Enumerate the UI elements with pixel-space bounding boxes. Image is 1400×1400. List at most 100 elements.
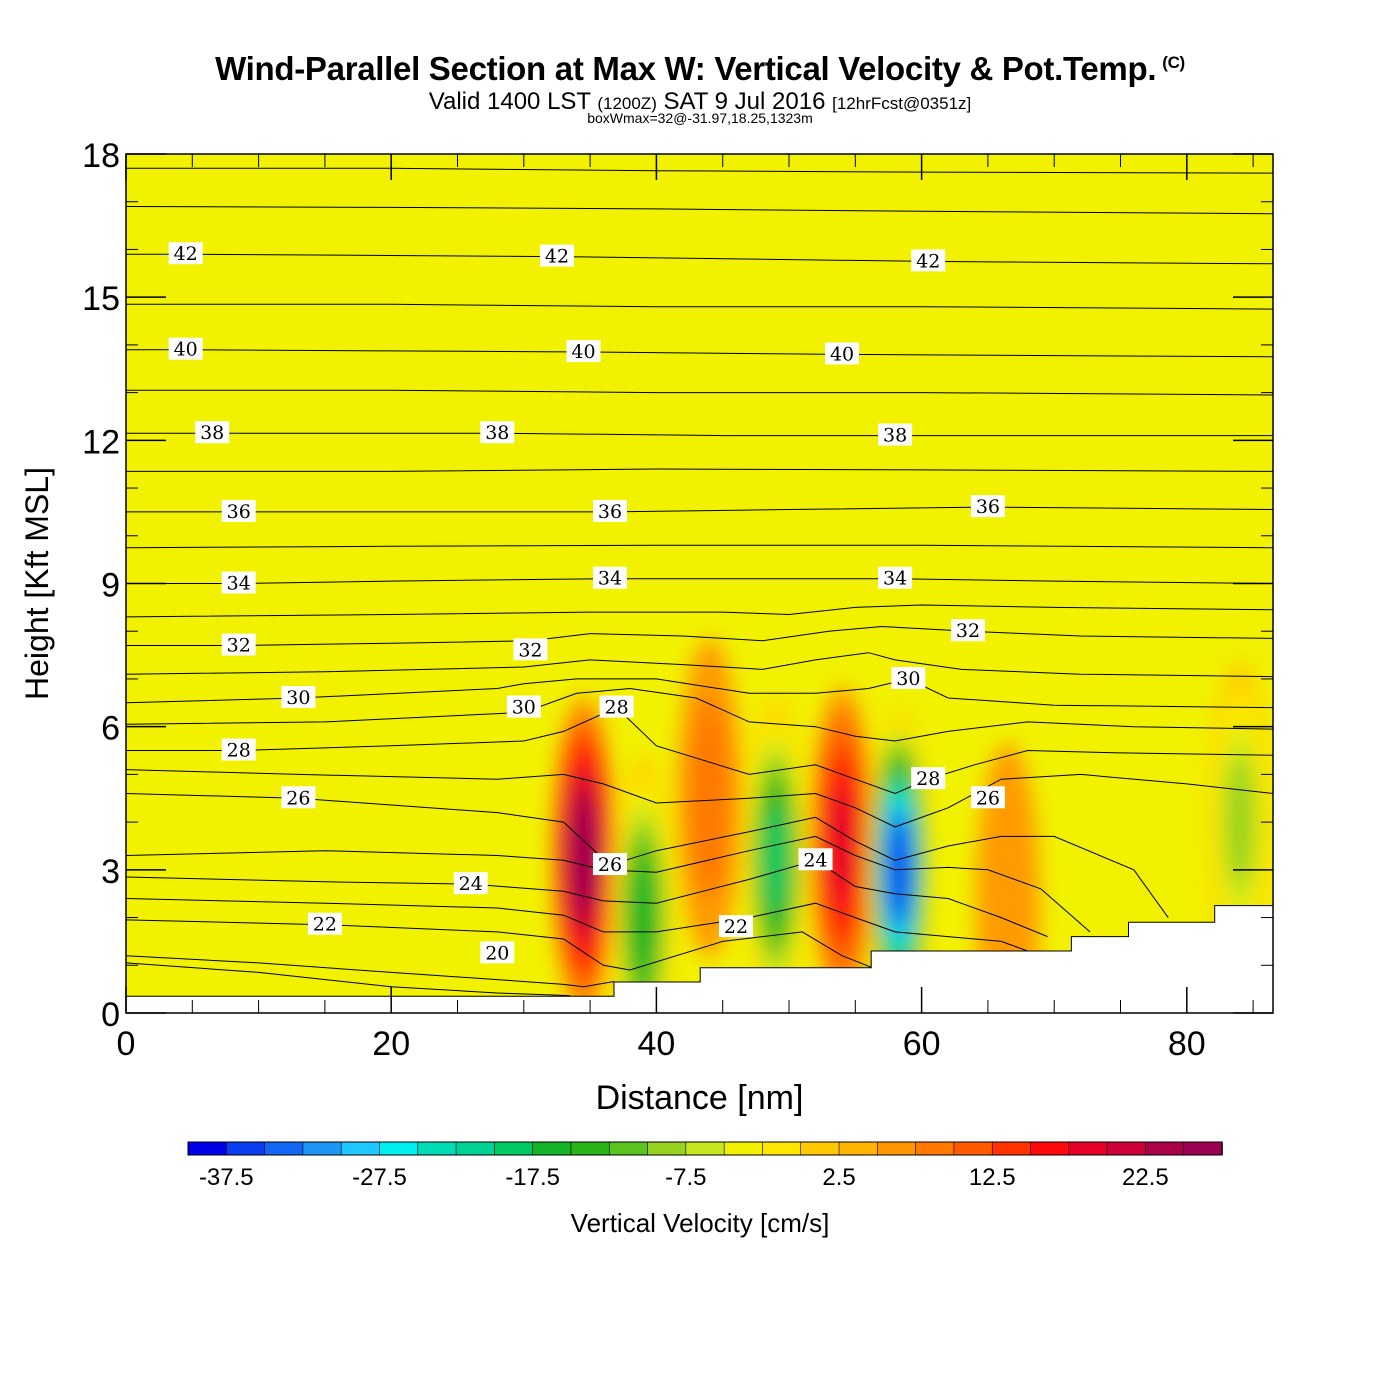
velocity-cell-5-level-7 — [630, 862, 656, 973]
isentrope-label-text: 30 — [896, 668, 920, 690]
velocity-cell-4-level-8 — [763, 806, 789, 914]
isentrope-label-box — [221, 499, 256, 522]
x-tick-label: 20 — [372, 1025, 410, 1063]
isentrope-label-34-0: 34 — [221, 571, 256, 595]
x-tick-label: 80 — [1168, 1025, 1206, 1063]
isentrope-label-box — [592, 853, 627, 876]
x-tick-label: 60 — [903, 1025, 941, 1063]
isentrope-label-36-0: 36 — [221, 499, 256, 523]
valid-date: SAT 9 Jul 2016 — [663, 88, 826, 115]
velocity-cell-1-level-5 — [828, 785, 856, 906]
colorbar-swatch — [685, 1141, 725, 1156]
isentrope-label-42-0: 42 — [168, 242, 203, 265]
colorbar-swatch — [991, 1141, 1032, 1156]
velocity-cells — [551, 638, 1272, 1013]
isentrope-label-text: 32 — [227, 635, 251, 657]
isentrope-36 — [126, 506, 1273, 513]
isentrope-label-box — [798, 848, 833, 871]
colorbar-swatch — [1068, 1141, 1108, 1156]
colorbar-swatch — [1183, 1141, 1223, 1156]
velocity-cell-7-level-0 — [975, 743, 1040, 1013]
colorbar-swatch — [1030, 1141, 1070, 1156]
colorbar-swatch — [800, 1141, 840, 1156]
isentrope-label-box — [221, 571, 256, 594]
isentrope-label-box — [566, 340, 601, 363]
colorbar-frame — [187, 1141, 1223, 1156]
colorbar-swatch — [494, 1141, 534, 1156]
valid-prefix: Valid 1400 LST — [428, 88, 591, 115]
isentrope-label-text: 34 — [227, 573, 251, 595]
isentrope-label-text: 28 — [227, 740, 251, 762]
isentrope-label-box — [281, 686, 316, 709]
isentrope-label-text: 36 — [227, 501, 251, 523]
colorbar-title: Vertical Velocity [cm/s] — [570, 1208, 830, 1238]
colorbar-swatch — [264, 1141, 304, 1156]
isentrope-label-text: 26 — [286, 787, 310, 809]
isentrope-20 — [126, 962, 571, 997]
isentrope-label-40-0: 40 — [168, 337, 203, 361]
colorbar-swatch — [762, 1141, 802, 1156]
colorbar-swatch — [532, 1141, 572, 1156]
isentrope-label-text: 42 — [174, 243, 198, 265]
isentrope-label-box — [513, 638, 548, 661]
isentrope-label-box — [911, 249, 946, 272]
terrain-polygon — [125, 905, 1274, 1014]
isentrope-label-text: 26 — [598, 854, 622, 876]
isentrope-39 — [126, 389, 1273, 396]
isentrope-label-box — [878, 423, 913, 446]
isentrope-label-36-2: 36 — [970, 495, 1005, 518]
y-tick-label: 0 — [101, 996, 120, 1034]
isentrope-label-38-0: 38 — [195, 421, 230, 444]
colorbar-swatch — [455, 1141, 496, 1156]
colorbar-swatch — [838, 1141, 879, 1156]
valid-time-line: Valid 1400 LST (1200Z) SAT 9 Jul 2016 [1… — [0, 88, 1400, 116]
colorbar-swatch — [915, 1141, 955, 1156]
isentrope-label-text: 34 — [883, 568, 907, 590]
isentrope-43 — [126, 206, 1273, 215]
colorbar-tick-label: 12.5 — [969, 1164, 1016, 1191]
isentrope-label-box — [307, 912, 342, 935]
isentrope-label-40-2: 40 — [825, 342, 860, 365]
isentrope-34 — [126, 578, 1273, 584]
isentrope-label-32-0: 32 — [221, 633, 256, 657]
isentrope-label-text: 22 — [724, 916, 748, 938]
colorbar-tick-label: -27.5 — [352, 1164, 407, 1191]
isentrope-label-28-2: 28 — [911, 767, 946, 790]
isentrope-label-box — [221, 633, 256, 656]
isentrope-label-box — [718, 915, 753, 938]
x-tick-label: 0 — [117, 1025, 136, 1063]
colorbar-swatch — [1106, 1141, 1147, 1156]
colorbar-swatch — [417, 1141, 457, 1156]
isentrope-label-28-0: 28 — [221, 738, 256, 762]
x-axis-label: Distance [nm] — [596, 1079, 804, 1117]
y-tick-label: 15 — [82, 280, 120, 318]
isentrope-30 — [126, 678, 1273, 709]
colorbar-swatch — [1145, 1141, 1185, 1156]
isentrope-label-box — [878, 566, 913, 589]
velocity-cell-6-level-4 — [1225, 758, 1255, 887]
colorbar-swatch — [647, 1141, 687, 1156]
colorbar-swatch — [340, 1141, 381, 1156]
isentrope-33 — [126, 604, 1273, 618]
forecast-info: [12hrFcst@0351z] — [832, 94, 972, 113]
isentrope-27 — [126, 769, 1273, 828]
isentrope-label-box — [281, 786, 316, 809]
colorbar-swatch — [608, 1141, 649, 1156]
isentrope-label-text: 36 — [598, 501, 622, 523]
isentrope-label-text: 24 — [803, 849, 827, 871]
chart-subtitle: boxWmax=32@-31.97,18.25,1323m — [587, 110, 813, 126]
isentrope-label-text: 40 — [174, 339, 198, 361]
colorbar: -37.5 -27.5 -17.5 -7.5 2.5 12.5 22.5 — [187, 1141, 1223, 1191]
isentrope-label-box — [592, 499, 627, 522]
isentrope-label-text: 38 — [200, 422, 224, 444]
isentrope-label-text: 32 — [518, 639, 542, 661]
colorbar-swatch — [723, 1141, 764, 1156]
isentrope-label-text: 28 — [916, 768, 940, 790]
isentrope-label-34-2: 34 — [878, 566, 913, 590]
isentrope-35 — [126, 544, 1273, 549]
isentrope-label-text: 40 — [830, 343, 854, 365]
isentrope-label-42-2: 42 — [911, 249, 946, 272]
isentrope-28 — [126, 707, 1273, 795]
isentrope-label-text: 42 — [545, 246, 569, 268]
